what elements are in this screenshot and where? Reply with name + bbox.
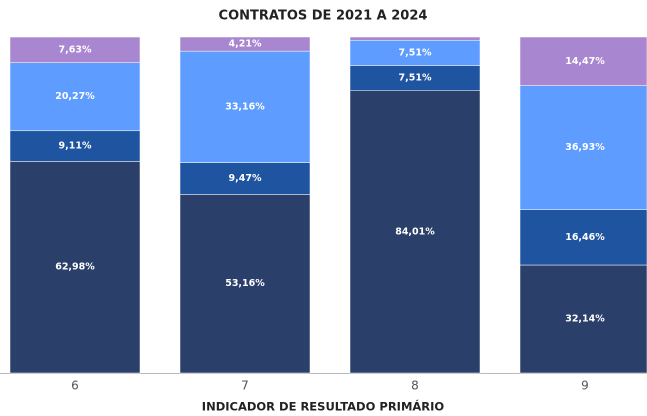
bar-segment xyxy=(349,36,481,41)
bar-segment xyxy=(179,50,311,163)
chart-title: CONTRATOS DE 2021 A 2024 xyxy=(219,9,428,24)
bar-segment xyxy=(349,90,481,374)
bar-segment xyxy=(179,162,311,195)
bar-segment xyxy=(179,194,311,374)
data-label: 62,98% xyxy=(55,262,95,273)
data-label: 33,16% xyxy=(225,101,265,112)
bar-segment xyxy=(179,36,311,52)
data-label: 4,21% xyxy=(229,39,262,50)
data-label: 9,11% xyxy=(59,141,92,152)
data-label: 16,46% xyxy=(565,232,605,243)
bar-segment xyxy=(9,62,141,132)
bar-segment xyxy=(519,36,647,86)
data-label: 20,27% xyxy=(55,91,95,102)
x-tick-label: 8 xyxy=(411,379,419,393)
bar-segment xyxy=(519,209,647,266)
data-label: 7,51% xyxy=(399,47,432,58)
bar-segment xyxy=(9,161,141,374)
bar-segment xyxy=(519,264,647,374)
data-label: 14,47% xyxy=(565,56,605,67)
data-label: 53,16% xyxy=(225,278,265,289)
data-label: 84,01% xyxy=(395,226,435,237)
bar-segment xyxy=(349,65,481,91)
bar-segment xyxy=(519,85,647,210)
bar-segment xyxy=(9,130,141,162)
x-axis-title: INDICADOR DE RESULTADO PRIMÁRIO xyxy=(202,399,445,414)
x-tick-label: 7 xyxy=(241,379,249,393)
data-label: 7,63% xyxy=(59,44,92,55)
bar-segment xyxy=(9,36,141,63)
data-label: 32,14% xyxy=(565,314,605,325)
x-tick-label: 6 xyxy=(71,379,79,393)
data-label: 36,93% xyxy=(565,142,605,153)
data-label: 7,51% xyxy=(399,73,432,84)
x-tick-label: 9 xyxy=(581,379,589,393)
data-label: 9,47% xyxy=(229,173,262,184)
